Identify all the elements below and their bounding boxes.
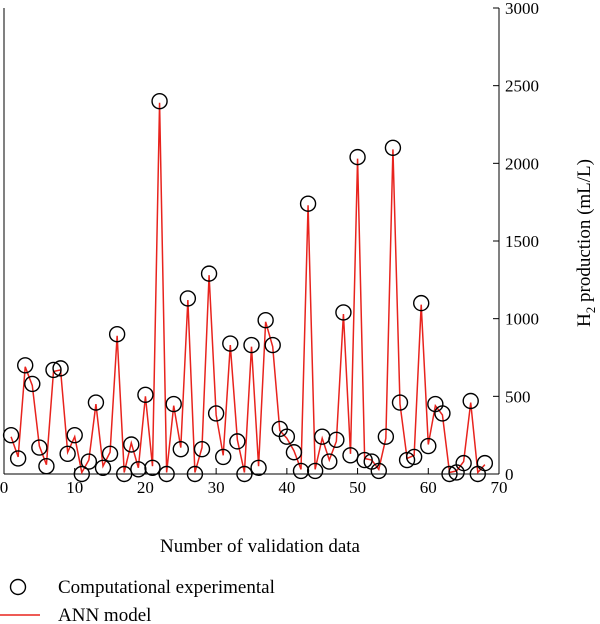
data-point-computational-experimental: [144, 459, 161, 476]
y-tick-label: 1000: [505, 310, 539, 329]
x-tick-label: 60: [420, 478, 437, 497]
data-point-computational-experimental: [80, 453, 98, 470]
data-point-computational-experimental: [222, 335, 239, 352]
data-point-computational-experimental: [349, 148, 366, 166]
y-tick-label: 2000: [505, 154, 539, 173]
y-tick-label: 2500: [505, 77, 539, 96]
data-point-computational-experimental: [299, 195, 317, 212]
y-tick-label: 1500: [505, 232, 539, 251]
series-layer: [2, 92, 494, 483]
data-point-computational-experimental: [193, 440, 211, 458]
data-point-computational-experimental: [101, 445, 119, 463]
data-point-computational-experimental: [108, 326, 126, 343]
x-axis-title: Number of validation data: [160, 536, 361, 557]
legend-label-computational-experimental: Computational experimental: [58, 577, 275, 598]
data-point-computational-experimental: [215, 448, 232, 466]
data-point-computational-experimental: [158, 465, 175, 483]
data-point-computational-experimental: [405, 448, 423, 466]
data-point-computational-experimental: [377, 428, 395, 445]
data-point-computational-experimental: [59, 445, 76, 463]
data-point-computational-experimental: [413, 294, 430, 312]
data-point-computational-experimental: [278, 428, 296, 445]
data-point-computational-experimental: [137, 386, 154, 403]
data-point-computational-experimental: [328, 431, 345, 449]
data-point-computational-experimental: [384, 139, 402, 157]
data-point-computational-experimental: [356, 451, 373, 469]
legend-marker-computational-experimental: [9, 578, 27, 596]
data-point-computational-experimental: [179, 290, 197, 307]
data-point-computational-experimental: [476, 454, 494, 472]
data-point-computational-experimental: [186, 465, 204, 483]
data-point-computational-experimental: [45, 361, 62, 379]
x-tick-label: 70: [491, 478, 508, 497]
data-point-computational-experimental: [398, 451, 416, 469]
data-point-computational-experimental: [172, 440, 189, 458]
legend-label-ann-model: ANN model: [58, 605, 151, 624]
data-point-computational-experimental: [66, 426, 83, 444]
data-point-computational-experimental: [335, 304, 352, 321]
data-point-computational-experimental: [17, 357, 34, 374]
data-point-computational-experimental: [38, 458, 55, 475]
data-point-computational-experimental: [94, 459, 112, 476]
data-point-computational-experimental: [243, 336, 260, 354]
y-axis-title: H2 production (mL/L): [574, 159, 598, 327]
data-point-computational-experimental: [250, 459, 267, 476]
data-point-computational-experimental: [292, 462, 310, 480]
data-point-computational-experimental: [52, 360, 69, 377]
data-point-computational-experimental: [264, 336, 281, 354]
data-point-computational-experimental: [441, 465, 458, 483]
data-point-computational-experimental: [165, 395, 182, 413]
data-point-computational-experimental: [200, 265, 218, 282]
data-point-computational-experimental: [123, 436, 140, 453]
data-point-computational-experimental: [257, 312, 274, 329]
data-point-computational-experimental: [306, 462, 324, 480]
data-point-computational-experimental: [73, 465, 90, 483]
x-tick-label: 10: [66, 478, 83, 497]
x-axis-ticks: 0 10 20 30 40 50 60 70: [0, 468, 508, 497]
y-axis-title-subscript: 2: [583, 307, 598, 314]
data-point-computational-experimental: [24, 375, 41, 393]
data-point-computational-experimental: [31, 439, 48, 456]
data-point-computational-experimental: [370, 462, 387, 480]
data-point-computational-experimental: [462, 392, 479, 410]
x-tick-label: 50: [349, 478, 366, 497]
y-tick-label: 500: [505, 387, 531, 406]
data-point-computational-experimental: [87, 394, 105, 411]
data-point-computational-experimental: [229, 433, 246, 450]
data-point-computational-experimental: [321, 453, 338, 470]
data-point-computational-experimental: [2, 426, 20, 444]
data-point-computational-experimental: [207, 405, 225, 422]
x-tick-label: 30: [208, 478, 225, 497]
data-point-computational-experimental: [434, 405, 451, 422]
y-tick-label: 0: [505, 465, 514, 484]
y-tick-label: 3000: [505, 0, 539, 18]
x-tick-label: 20: [137, 478, 154, 497]
plot-area: [3, 8, 500, 475]
data-point-computational-experimental: [455, 454, 472, 472]
data-point-computational-experimental: [236, 465, 253, 483]
data-point-computational-experimental: [285, 444, 303, 461]
legend: Computational experimental ANN model: [0, 577, 275, 624]
data-point-computational-experimental: [391, 394, 409, 411]
data-point-computational-experimental: [9, 450, 27, 467]
data-point-computational-experimental: [151, 92, 168, 110]
series-line-ann-model: [10, 102, 486, 475]
y-axis-ticks: 0 500 1000 1500 2000 2500 3000: [493, 0, 539, 484]
x-tick-label: 40: [278, 478, 295, 497]
data-point-computational-experimental: [420, 437, 437, 455]
x-tick-label: 0: [0, 478, 8, 497]
